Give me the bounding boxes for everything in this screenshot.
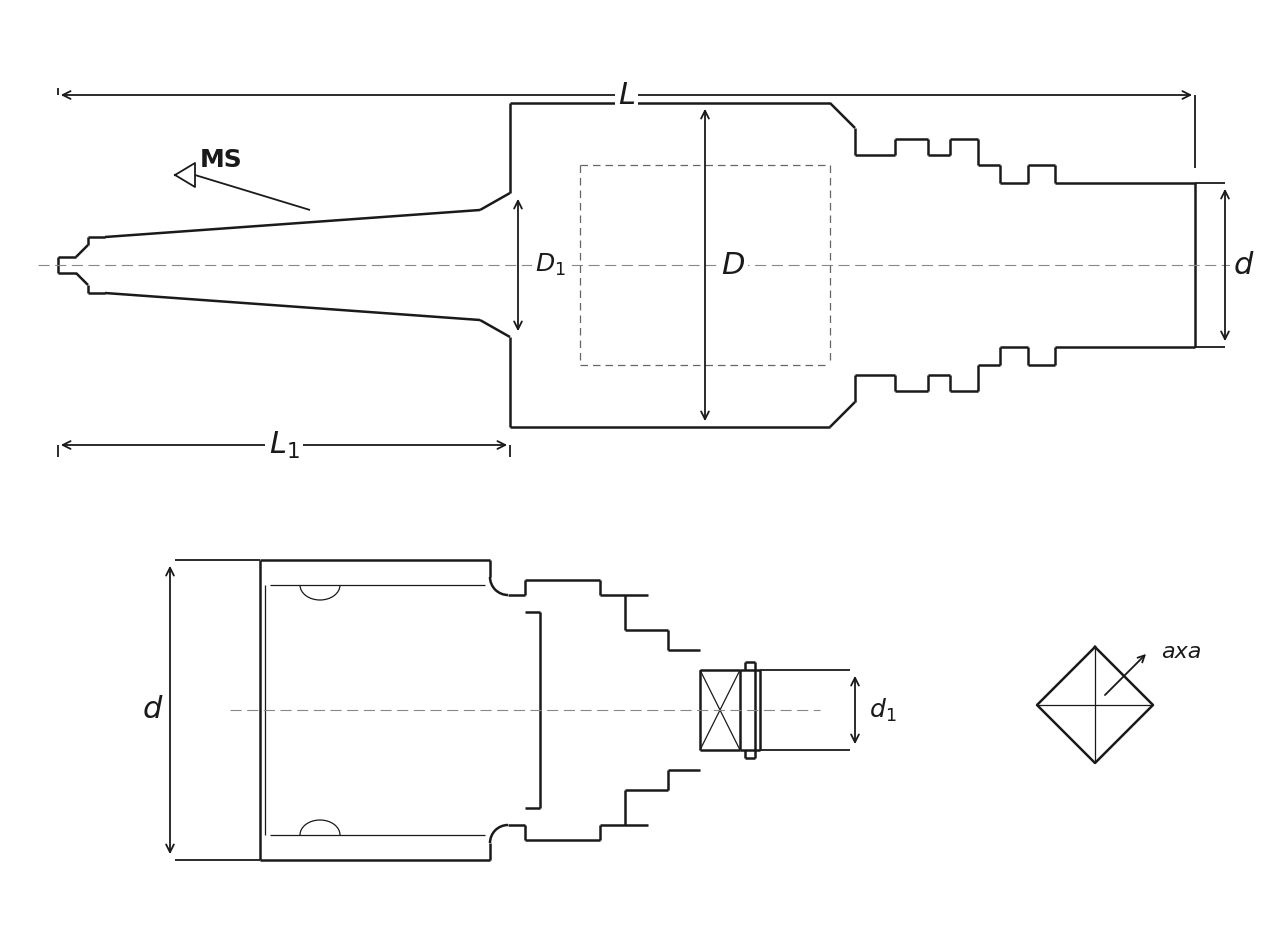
Text: d: d — [1234, 250, 1253, 280]
Text: D: D — [721, 250, 745, 280]
Text: L$_1$: L$_1$ — [269, 429, 300, 461]
Text: MS: MS — [200, 148, 243, 172]
Text: D$_1$: D$_1$ — [535, 252, 566, 278]
Text: L: L — [618, 81, 635, 109]
Text: axa: axa — [1161, 642, 1202, 662]
Text: d: d — [142, 695, 161, 725]
Text: d$_1$: d$_1$ — [869, 696, 897, 724]
